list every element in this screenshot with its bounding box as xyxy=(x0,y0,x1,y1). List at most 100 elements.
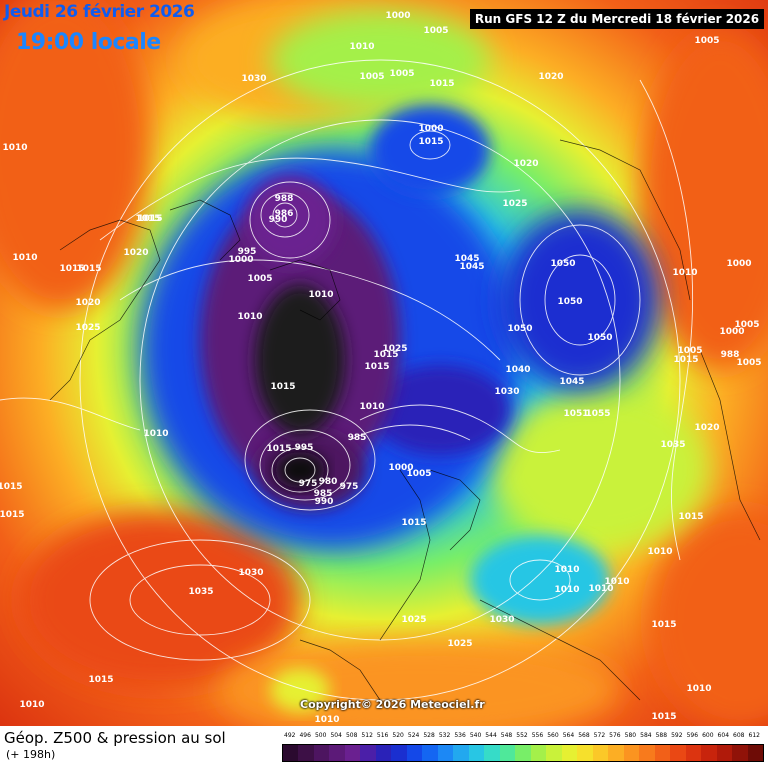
low-core-north xyxy=(245,175,335,265)
scale-swatch xyxy=(313,745,330,761)
scale-tick-label: 528 xyxy=(423,732,435,739)
pressure-label: 1050 xyxy=(587,333,612,343)
scale-tick-label: 504 xyxy=(330,732,342,739)
pressure-label: 1010 xyxy=(588,584,613,594)
pressure-label: 1005 xyxy=(406,469,431,479)
isobar-line xyxy=(639,79,693,561)
scale-tick-label: 564 xyxy=(562,732,575,739)
geopotential-field xyxy=(0,0,768,726)
coastline-east-asia xyxy=(699,349,761,541)
pressure-label: 1015 xyxy=(651,712,676,722)
scale-swatch xyxy=(283,745,299,761)
pressure-label: 1010 xyxy=(554,585,579,595)
warm-region-southeast xyxy=(650,510,768,726)
ridge-subtropic xyxy=(270,668,330,712)
pressure-label: 1010 xyxy=(349,42,374,52)
warm-region-west xyxy=(0,0,150,310)
pressure-label: 1025 xyxy=(447,639,472,649)
pressure-label: 1015 xyxy=(401,518,426,528)
pressure-label: 1015 xyxy=(429,79,454,89)
pressure-label: 1015 xyxy=(364,362,389,372)
pressure-label: 1005 xyxy=(359,72,384,82)
pressure-label: 1010 xyxy=(12,253,37,263)
scale-tick-label: 492 xyxy=(284,732,296,739)
pressure-label: 1015 xyxy=(59,264,84,274)
pressure-label: 1010 xyxy=(308,290,333,300)
scale-swatch xyxy=(329,745,345,761)
scale-tick-label: 576 xyxy=(609,732,621,739)
pressure-label: 1030 xyxy=(241,74,266,84)
color-scale-bar xyxy=(282,744,764,762)
isobar-line xyxy=(359,404,561,454)
pressure-label: 1015 xyxy=(0,482,23,492)
scale-swatch xyxy=(592,745,609,761)
pressure-label: 1050 xyxy=(550,259,575,269)
pressure-label: 1020 xyxy=(538,72,563,82)
scale-tick-label: 600 xyxy=(702,732,714,739)
pressure-label: 1000 xyxy=(228,255,253,265)
pressure-label: 1050 xyxy=(507,324,532,334)
scale-tick-label: 604 xyxy=(717,732,730,739)
coastline-canada-arctic xyxy=(169,199,241,261)
vortex-lobe-scandinavia xyxy=(370,365,510,455)
scale-tick-label: 540 xyxy=(469,732,482,739)
scale-tick-label: 560 xyxy=(547,732,559,739)
scale-swatch xyxy=(453,745,469,761)
pressure-label: 975 xyxy=(340,482,359,492)
isobar-ring xyxy=(519,224,641,376)
pressure-label: 1005 xyxy=(694,36,719,46)
coastline-scandinavia xyxy=(429,469,481,551)
coastline-north-africa xyxy=(299,639,381,701)
scale-tick-label: 596 xyxy=(686,732,699,739)
pressure-label: 1025 xyxy=(382,344,407,354)
cutoff-low-asia xyxy=(470,535,610,625)
pressure-label: 1030 xyxy=(494,387,519,397)
pressure-label: 1005 xyxy=(247,274,272,284)
pressure-label: 1010 xyxy=(143,429,168,439)
pressure-label: 1010 xyxy=(554,565,579,575)
pressure-label: 1010 xyxy=(604,577,629,587)
isobar-ring xyxy=(284,457,316,483)
scale-swatch xyxy=(344,745,361,761)
scale-swatch xyxy=(499,745,516,761)
isobar-line xyxy=(349,424,471,441)
pressure-label: 1015 xyxy=(88,675,113,685)
scale-swatch xyxy=(623,745,640,761)
vortex-lobe-siberia xyxy=(500,210,660,390)
scale-swatch xyxy=(375,745,392,761)
pressure-label: 1000 xyxy=(719,327,744,337)
coastline-greenland xyxy=(269,259,341,321)
coastlines xyxy=(49,139,761,701)
pressure-label: 1010 xyxy=(647,547,672,557)
scale-tick-label: 584 xyxy=(640,732,652,739)
pressure-label: 980 xyxy=(319,477,338,487)
isobar-ring xyxy=(544,254,616,346)
low-center-dark xyxy=(275,452,325,488)
pressure-label: 1015 xyxy=(418,137,443,147)
scale-tick-label: 572 xyxy=(593,732,606,739)
scale-tick-label: 520 xyxy=(392,732,404,739)
isobar-line xyxy=(0,397,141,431)
scale-swatch xyxy=(422,745,438,761)
scale-swatch xyxy=(561,745,578,761)
isobar-ring xyxy=(244,409,376,511)
pressure-label: 985 xyxy=(348,433,367,443)
pressure-label: 1010 xyxy=(2,143,27,153)
pressure-label: 1055 xyxy=(585,409,610,419)
ridge-asia xyxy=(490,390,710,550)
pressure-label: 1025 xyxy=(75,323,100,333)
scale-tick-label: 556 xyxy=(531,732,544,739)
isobar-ring xyxy=(272,202,298,228)
scale-swatch xyxy=(515,745,531,761)
scale-swatch xyxy=(360,745,376,761)
pressure-label: 986 xyxy=(275,209,294,219)
pressure-label: 1020 xyxy=(75,298,100,308)
pressure-label: 1015 xyxy=(137,214,162,224)
pressure-label: 995 xyxy=(295,443,314,453)
forecast-lead-time: (+ 198h) xyxy=(6,748,56,761)
pressure-label: 985 xyxy=(314,489,333,499)
pressure-label: 1005 xyxy=(734,320,759,330)
color-scale-labels: 492 496 500 504 508 512 516 520 524 528 532 536 540 5… xyxy=(282,732,762,744)
scale-swatch xyxy=(530,745,547,761)
